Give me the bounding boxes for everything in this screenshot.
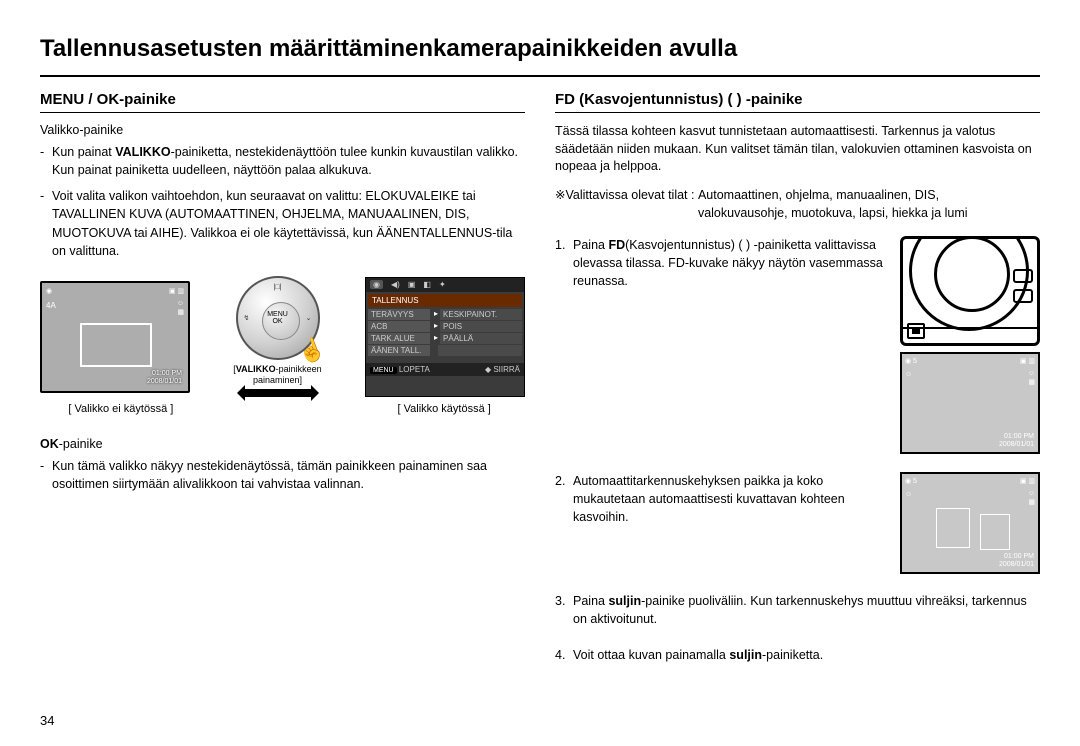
fd-step-2: Automaattitarkennuskehyksen paikka ja ko…: [555, 472, 1040, 574]
double-arrow-icon: [243, 389, 313, 397]
title-rule: [40, 75, 1040, 77]
fd-step-3: Paina suljin-painike puoliväliin. Kun ta…: [555, 592, 1040, 628]
fd-steps: Paina FD(Kasvojentunnistus) ( ) -painike…: [555, 236, 1040, 664]
dial-caption: [VALIKKO-painikkeen painaminen]: [218, 364, 338, 386]
menu-bullet-2: Voit valita valikon vaihtoehdon, kun seu…: [52, 187, 525, 260]
menu-row: TARK.ALUE▸PÄÄLLÄ: [368, 333, 522, 344]
ok-bullet: Kun tämä valikko näkyy nestekidenäytössä…: [52, 457, 525, 493]
ok-button-label: OK-painike: [40, 437, 525, 451]
menu-row: ÄÄNEN TALL.: [368, 345, 522, 356]
page-number: 34: [40, 713, 54, 728]
menu-bullet-1: Kun painat VALIKKO-painiketta, nestekide…: [52, 143, 525, 179]
menu-group-title: TALLENNUS: [368, 294, 522, 307]
dial-figure: |□| ↯ ⌄ MENUOK ☝ [VALIKKO-painikkeen pai…: [218, 276, 338, 398]
menu-row: ACB▸POIS: [368, 321, 522, 332]
fd-step-1: Paina FD(Kasvojentunnistus) ( ) -painike…: [555, 236, 1040, 454]
camera-illustration: [900, 236, 1040, 346]
lcd-menu-on: ◉ ◀) ▣ ◧ ✦ TALLENNUS TERÄVYYS▸KESKIPAINO…: [365, 277, 525, 397]
fd-step-4: Voit ottaa kuvan painamalla suljin-paini…: [555, 646, 1040, 664]
figure-captions: [ Valikko ei käytössä ] [ Valikko käytös…: [40, 403, 525, 415]
left-column: MENU / OK-painike Valikko-painike Kun pa…: [40, 91, 525, 682]
menu-footer: MENU LOPETA ◆ SIIRRÄ: [366, 363, 524, 376]
fd-modes: ※Valittavissa olevat tilat : Automaattin…: [555, 186, 1040, 222]
menu-button-label: Valikko-painike: [40, 123, 525, 137]
figure-row: ◉▣ ▥ 4A ☺▦ 01:00 PM 2008/01/01 |□| ↯ ⌄ M…: [40, 276, 525, 398]
right-column: FD (Kasvojentunnistus) ( ) -painike Täss…: [555, 91, 1040, 682]
fd-intro: Tässä tilassa kohteen kasvut tunnistetaa…: [555, 123, 1040, 176]
menu-row: TERÄVYYS▸KESKIPAINOT.: [368, 309, 522, 320]
heading-menu-ok: MENU / OK-painike: [40, 91, 525, 113]
lcd-menu-off: ◉▣ ▥ 4A ☺▦ 01:00 PM 2008/01/01: [40, 281, 190, 393]
hand-icon: ☝: [294, 334, 329, 368]
page-title: Tallennusasetusten määrittäminenkamerapa…: [40, 35, 1040, 63]
mini-lcd-1: ◉ 5▣ ▥ ☺ ☺▦ 01:00 PM 2008/01/01: [900, 352, 1040, 454]
heading-fd: FD (Kasvojentunnistus) ( ) -painike: [555, 91, 1040, 113]
mini-lcd-2: ◉ 5▣ ▥ ☺ ☺▦ 01:00 PM 2008/01/01: [900, 472, 1040, 574]
menu-tabs: ◉ ◀) ▣ ◧ ✦: [366, 278, 524, 292]
